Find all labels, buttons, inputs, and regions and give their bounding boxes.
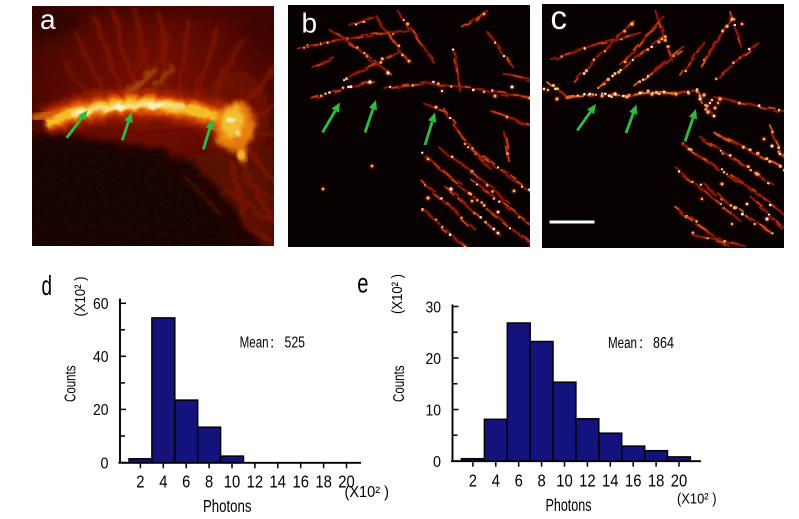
svg-text:20: 20 <box>338 471 355 491</box>
svg-text:2: 2 <box>469 471 477 491</box>
svg-text:16: 16 <box>292 471 309 491</box>
svg-text:6: 6 <box>182 471 190 491</box>
svg-text:2: 2 <box>136 471 144 491</box>
svg-text:14: 14 <box>270 471 287 491</box>
svg-text:Photons: Photons <box>203 496 252 516</box>
svg-text::: : <box>270 335 274 352</box>
svg-text:40: 40 <box>93 349 109 366</box>
svg-text:4: 4 <box>159 471 167 491</box>
svg-text:864: 864 <box>653 335 674 352</box>
svg-text:0: 0 <box>433 454 441 471</box>
svg-text:4: 4 <box>492 471 500 491</box>
svg-text:(X10² ): (X10² ) <box>72 276 89 316</box>
svg-text:18: 18 <box>648 471 665 491</box>
svg-text:18: 18 <box>315 471 332 491</box>
svg-text:Counts: Counts <box>391 365 408 402</box>
svg-text:525: 525 <box>285 335 306 352</box>
svg-text:Counts: Counts <box>63 365 80 402</box>
svg-text:d: d <box>42 270 53 301</box>
svg-text:6: 6 <box>515 471 523 491</box>
svg-text:14: 14 <box>602 471 619 491</box>
svg-text:16: 16 <box>625 471 642 491</box>
svg-text:10: 10 <box>224 471 241 491</box>
svg-text:8: 8 <box>205 471 213 491</box>
svg-text:Mean: Mean <box>608 335 637 352</box>
svg-text:12: 12 <box>247 471 264 491</box>
svg-text:20: 20 <box>93 402 109 419</box>
svg-text:0: 0 <box>101 455 109 472</box>
svg-text:c: c <box>551 0 568 36</box>
svg-text:(X10² ): (X10² ) <box>389 274 406 314</box>
svg-text:10: 10 <box>426 402 442 419</box>
svg-text:b: b <box>302 8 318 39</box>
svg-text:Photons: Photons <box>546 495 592 515</box>
svg-text:Mean: Mean <box>240 335 269 352</box>
svg-text:e: e <box>357 267 368 298</box>
svg-text:60: 60 <box>93 296 109 313</box>
svg-text:(X10² ): (X10² ) <box>677 491 717 508</box>
svg-text:20: 20 <box>426 351 442 368</box>
svg-text:(X10² ): (X10² ) <box>345 484 390 501</box>
svg-text:30: 30 <box>426 299 442 316</box>
svg-text:12: 12 <box>579 471 596 491</box>
svg-text:10: 10 <box>556 471 573 491</box>
svg-text:20: 20 <box>671 471 688 491</box>
svg-text::: : <box>639 335 643 352</box>
svg-text:8: 8 <box>538 471 546 491</box>
svg-text:a: a <box>40 4 56 35</box>
